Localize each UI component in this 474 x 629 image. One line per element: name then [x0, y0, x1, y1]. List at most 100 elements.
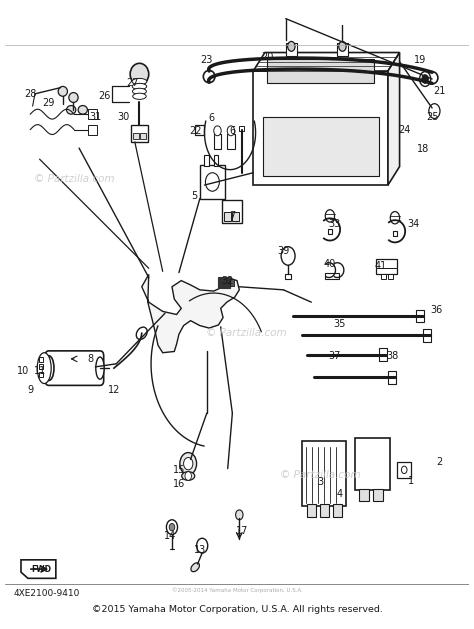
Text: 37: 37 [328, 352, 341, 362]
Bar [423, 330, 431, 342]
Text: 30: 30 [117, 112, 129, 122]
Bar [285, 274, 292, 279]
Bar [325, 272, 339, 279]
Text: 4XE2100-9410: 4XE2100-9410 [14, 589, 81, 598]
Text: 31: 31 [89, 112, 101, 122]
Circle shape [166, 520, 178, 535]
Text: 6: 6 [229, 126, 236, 136]
Ellipse shape [132, 88, 146, 94]
Text: 10: 10 [17, 366, 29, 376]
Bar [88, 109, 97, 119]
Bar [232, 211, 239, 221]
Text: 35: 35 [333, 320, 346, 330]
Circle shape [348, 62, 358, 75]
Bar [224, 211, 231, 221]
Bar [388, 371, 396, 384]
Circle shape [422, 75, 428, 83]
Text: FWD: FWD [31, 565, 51, 574]
Circle shape [236, 510, 243, 520]
Circle shape [429, 104, 440, 118]
Ellipse shape [203, 70, 215, 83]
Circle shape [185, 472, 191, 481]
Bar [39, 357, 43, 362]
Text: 3: 3 [318, 477, 324, 487]
Bar [133, 133, 138, 140]
Bar [392, 231, 397, 237]
Text: 5: 5 [191, 191, 197, 201]
Ellipse shape [132, 79, 147, 84]
Bar [88, 125, 97, 135]
Text: 40: 40 [324, 259, 336, 269]
Text: 27: 27 [126, 78, 139, 87]
Bar [267, 58, 374, 83]
Polygon shape [253, 52, 400, 71]
Bar [307, 504, 316, 516]
Bar [204, 155, 209, 166]
Ellipse shape [182, 472, 195, 481]
Bar [379, 348, 387, 360]
Bar [416, 309, 424, 322]
Bar [200, 165, 226, 199]
Circle shape [214, 126, 221, 136]
Text: 6: 6 [209, 113, 215, 123]
Circle shape [325, 209, 335, 222]
Text: 33: 33 [328, 219, 341, 229]
Text: 24: 24 [398, 125, 410, 135]
Bar [373, 489, 383, 501]
Text: 28: 28 [24, 89, 36, 99]
Ellipse shape [426, 72, 438, 84]
Ellipse shape [37, 353, 51, 384]
Bar [381, 274, 386, 279]
Bar [376, 259, 397, 274]
Text: 8: 8 [88, 354, 94, 364]
Ellipse shape [44, 356, 54, 381]
Text: 39: 39 [277, 246, 290, 256]
Text: 25: 25 [426, 112, 438, 122]
Bar [253, 71, 388, 185]
Bar [388, 274, 392, 279]
FancyBboxPatch shape [45, 351, 104, 386]
Bar [219, 277, 230, 288]
Circle shape [339, 42, 346, 52]
Text: 26: 26 [99, 91, 111, 101]
Ellipse shape [58, 86, 67, 96]
Text: 16: 16 [173, 479, 185, 489]
Text: 29: 29 [43, 98, 55, 108]
Circle shape [197, 538, 208, 553]
Ellipse shape [130, 64, 149, 85]
Text: 21: 21 [433, 86, 445, 96]
Bar [337, 43, 348, 55]
Text: 7: 7 [229, 211, 236, 221]
Circle shape [180, 453, 197, 475]
Text: 4: 4 [336, 489, 342, 499]
Text: 13: 13 [194, 545, 206, 555]
Bar [263, 116, 379, 175]
Bar [214, 134, 221, 149]
Text: 38: 38 [386, 352, 399, 362]
Text: 23: 23 [201, 55, 213, 65]
Bar [222, 200, 242, 223]
Text: 19: 19 [414, 55, 427, 65]
Bar [286, 43, 297, 55]
Circle shape [183, 457, 193, 470]
Text: © Partzilla.com: © Partzilla.com [206, 328, 287, 338]
Text: © Partzilla.com: © Partzilla.com [280, 470, 361, 480]
Circle shape [302, 61, 311, 74]
Bar [39, 372, 43, 377]
Text: 9: 9 [27, 385, 33, 395]
Circle shape [401, 466, 407, 474]
Text: 17: 17 [236, 526, 248, 537]
Bar [319, 504, 329, 516]
Text: 22: 22 [189, 126, 201, 136]
Circle shape [288, 42, 295, 52]
Bar [195, 125, 203, 135]
Circle shape [281, 247, 295, 265]
Bar [397, 462, 411, 478]
Circle shape [227, 126, 235, 136]
Text: 34: 34 [407, 219, 419, 229]
Circle shape [255, 64, 265, 76]
Text: 2: 2 [436, 457, 442, 467]
Ellipse shape [136, 327, 147, 340]
Circle shape [419, 72, 431, 86]
Text: 15: 15 [173, 465, 185, 476]
